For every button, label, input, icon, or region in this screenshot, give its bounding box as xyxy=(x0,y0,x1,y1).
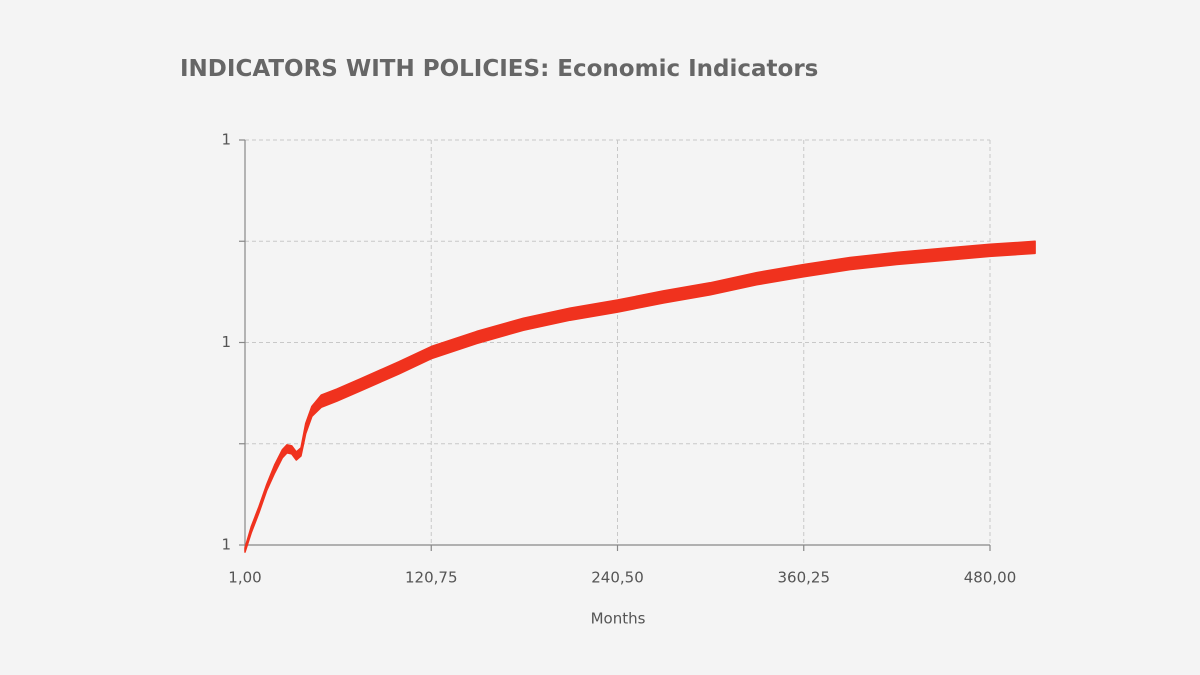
y-tick-label: 1 xyxy=(221,536,231,554)
x-axis-label: Months xyxy=(591,610,646,628)
y-tick-label: 1 xyxy=(221,131,231,149)
x-tick-label: 240,50 xyxy=(591,569,644,587)
band xyxy=(244,240,1036,553)
chart-title: INDICATORS WITH POLICIES: Economic Indic… xyxy=(180,56,818,82)
x-tick-label: 480,00 xyxy=(964,569,1017,587)
x-tick-label: 120,75 xyxy=(405,569,458,587)
x-tick-label: 1,00 xyxy=(228,569,261,587)
y-tick-label: 1 xyxy=(221,333,231,351)
x-tick-label: 360,25 xyxy=(778,569,831,587)
